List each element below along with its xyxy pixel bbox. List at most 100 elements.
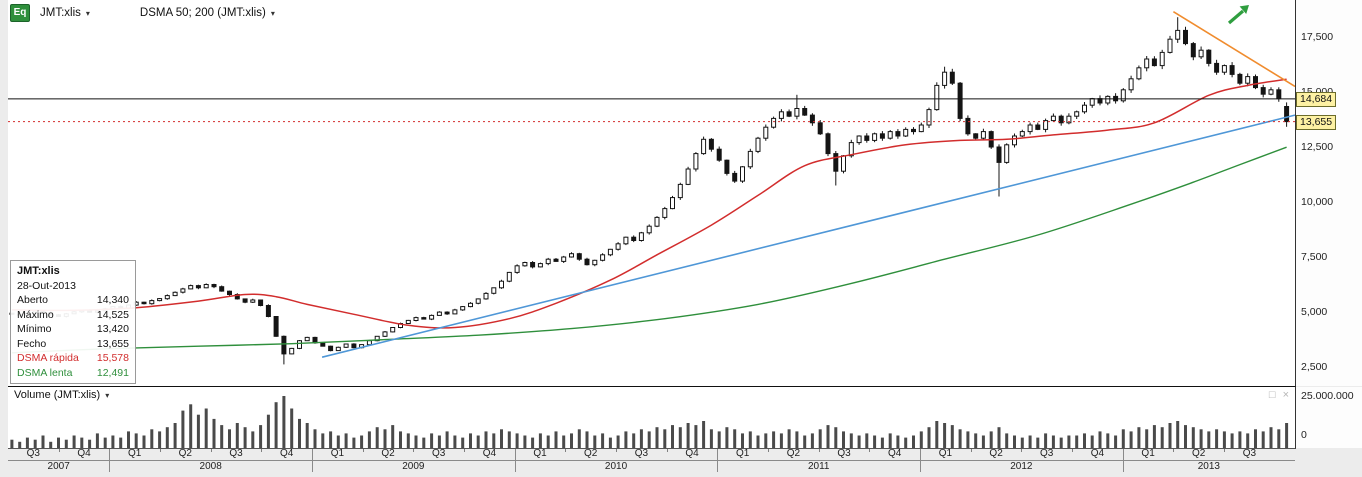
tooltip-row: DSMA lenta 12,491 (17, 366, 129, 381)
quarter-label: Q3 (26, 448, 40, 459)
tooltip-row: Máximo 14,525 (17, 308, 129, 323)
price-tick-label: 7,500 (1301, 251, 1328, 263)
quarter-label: Q1 (533, 448, 547, 459)
quarter-tick (58, 449, 60, 452)
quarter-label: Q1 (736, 448, 750, 459)
time-axis[interactable]: Q3 Q4 Q1 Q2 Q3 Q4 Q1 Q2 Q3 Q4 Q1 Q2 Q3 Q4 Q1 Q2 Q3 Q4 Q1 Q2… (8, 448, 1295, 472)
year-separator (1122, 449, 1124, 472)
quarter-label: Q2 (584, 448, 598, 459)
trendline-resistance-orange (1172, 11, 1295, 88)
price-axis[interactable]: 17,50015,00012,50010,0007,5005,0002,5001… (1296, 0, 1362, 386)
year-label: 2010 (604, 461, 628, 472)
quarter-tick (565, 449, 567, 452)
year-label: 2008 (199, 461, 222, 472)
year-label: 2009 (402, 461, 425, 472)
year-separator (312, 449, 313, 472)
price-tick-label: 17,500 (1301, 31, 1334, 43)
chevron-down-icon: ▾ (85, 8, 90, 18)
trend-arrow-icon[interactable] (1226, 3, 1252, 27)
tooltip-row: Mínimo 13,420 (17, 322, 129, 337)
volume-pane[interactable]: Volume (JMT:xlis) ▾ □ × (8, 387, 1296, 449)
year-separator (109, 449, 111, 472)
quarter-label: Q2 (178, 448, 192, 459)
quarter-label: Q2 (1192, 448, 1206, 459)
quarter-tick (464, 449, 465, 452)
year-label: 2013 (1197, 461, 1220, 472)
quarter-tick (1072, 449, 1074, 452)
quarter-label: Q3 (432, 448, 446, 459)
quarter-tick (818, 449, 820, 452)
volume-max-label: 25.000.000 (1301, 390, 1354, 402)
quarter-tick (768, 449, 769, 452)
tooltip-row-value: 14,525 (96, 308, 129, 321)
tooltip-row-label: Fecho (17, 337, 47, 350)
year-label: 2011 (807, 461, 830, 472)
candle-wicks (11, 17, 1288, 365)
tooltip-instrument: JMT:xlis (17, 265, 60, 277)
tooltip-row-value: 13,420 (96, 323, 129, 335)
quarter-tick (1173, 449, 1175, 452)
year-separator (514, 449, 516, 472)
price-tick-label: 5,000 (1301, 306, 1328, 319)
year-separator (920, 449, 921, 472)
tooltip-row-label: Mínimo (17, 323, 52, 335)
tooltip-row-value: 15,578 (96, 352, 129, 364)
volume-min-label: 0 (1301, 429, 1307, 441)
quarter-label: Q4 (482, 448, 497, 459)
quarter-label: Q3 (1040, 448, 1054, 459)
quarter-label: Q2 (786, 448, 801, 459)
dsma-slow-line (11, 146, 1287, 354)
quarter-tick (362, 449, 364, 452)
restore-pane-icon[interactable]: □ (1268, 389, 1276, 401)
quarter-tick (616, 449, 617, 452)
volume-header: Volume (JMT:xlis) ▾ (12, 388, 111, 402)
quarter-label: Q1 (128, 448, 142, 459)
quarter-tick (413, 449, 415, 452)
quarter-label: Q2 (989, 448, 1003, 459)
quarter-tick (970, 449, 972, 452)
quarter-label: Q4 (1090, 448, 1105, 459)
quarter-label: Q4 (888, 448, 902, 459)
chevron-down-icon: ▾ (105, 390, 110, 400)
price-chart-pane[interactable]: JMT:xlis 28-Out-2013 Aberto 14,340 Máximo 1… (8, 0, 1296, 387)
quarter-tick (210, 449, 212, 452)
quarter-tick (1021, 449, 1023, 452)
tooltip-row-label: Aberto (17, 294, 48, 306)
tooltip-row: Aberto 14,340 (17, 293, 129, 308)
instrument-selector[interactable]: JMT:xlis ▾ (36, 5, 94, 21)
tooltip-row: DSMA rápida 15,578 (17, 351, 129, 366)
quarter-label: Q1 (1141, 448, 1155, 459)
quarter-label: Q1 (330, 448, 345, 459)
quarter-label: Q4 (280, 448, 294, 459)
study-label: DSMA 50; 200 (JMT:xlis) (139, 7, 266, 19)
quarter-label: Q3 (1242, 448, 1257, 459)
quarter-label: Q1 (938, 448, 953, 459)
quarter-label: Q4 (685, 448, 699, 459)
price-badge: 14,684 (1296, 91, 1337, 107)
volume-pane-controls: □ × (1269, 389, 1289, 401)
data-window-tooltip: JMT:xlis 28-Out-2013 Aberto 14,340 Máximo 1… (10, 260, 136, 384)
year-separator (717, 449, 719, 472)
chart-toolbar: Eq JMT:xlis ▾ DSMA 50; 200 (JMT:xlis) ▾ (0, 0, 1130, 26)
quarter-label: Q3 (634, 448, 649, 459)
tooltip-row-value: 13,655 (96, 337, 129, 350)
price-chart-canvas[interactable] (8, 0, 1295, 386)
trendline-support-blue (321, 114, 1295, 358)
year-label: 2007 (47, 461, 70, 472)
quarter-label: Q3 (229, 448, 243, 459)
close-pane-icon[interactable]: × (1282, 389, 1289, 401)
quarter-label: Q3 (837, 448, 851, 459)
candlestick-series (9, 29, 1290, 355)
volume-axis[interactable]: 25.000.000 0 (1296, 387, 1362, 448)
tooltip-row-value: 12,491 (96, 366, 129, 379)
dsma-fast-line (11, 78, 1287, 329)
volume-canvas[interactable] (8, 387, 1295, 448)
price-tick-label: 2,500 (1301, 361, 1328, 374)
quarter-label: Q4 (77, 448, 91, 459)
study-selector[interactable]: DSMA 50; 200 (JMT:xlis) ▾ (136, 5, 279, 21)
volume-study-selector[interactable]: Volume (JMT:xlis) ▾ (12, 388, 111, 402)
tooltip-row-label: DSMA rápida (17, 352, 79, 364)
quarter-tick (1224, 449, 1226, 452)
price-tick-label: 10,000 (1301, 196, 1334, 208)
quarter-tick (261, 449, 263, 452)
